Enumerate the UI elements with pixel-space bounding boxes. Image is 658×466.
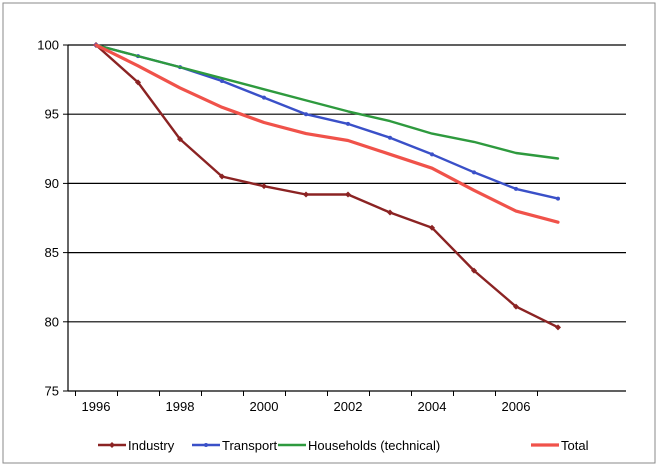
- legend-label: Transport: [222, 438, 278, 453]
- y-tick-label: 80: [45, 314, 59, 329]
- series-line-industry: [94, 43, 560, 329]
- legend-label: Households (technical): [308, 438, 440, 453]
- x-tick-label: 1996: [82, 399, 111, 414]
- legend-label: Total: [561, 438, 589, 453]
- legend-label: Industry: [128, 438, 175, 453]
- y-tick-label: 95: [45, 107, 59, 122]
- axes: 75 80 85 90 95 100 1996 1998 2000 2002 2004 2006: [37, 38, 626, 414]
- y-tick-label: 100: [37, 38, 59, 53]
- data-point-transport: [388, 135, 392, 140]
- data-point-transport: [556, 196, 560, 201]
- x-tick-label: 1998: [166, 399, 195, 414]
- data-point-transport: [220, 78, 224, 83]
- data-point-transport: [430, 152, 434, 157]
- x-tick-label: 2000: [250, 399, 279, 414]
- x-tick-label: 2004: [418, 399, 447, 414]
- y-tick-label: 85: [45, 245, 59, 260]
- data-point-transport: [472, 170, 476, 175]
- legend-marker-0: [109, 442, 115, 448]
- data-point-industry: [429, 224, 435, 231]
- data-point-transport: [514, 186, 518, 191]
- y-tick-label: 90: [45, 176, 59, 191]
- series-line-total: [94, 43, 560, 224]
- x-tick-label: 2002: [334, 399, 363, 414]
- data-point-industry: [471, 267, 477, 274]
- series-lines: [93, 42, 561, 331]
- data-point-transport: [304, 112, 308, 117]
- data-point-industry: [387, 209, 393, 216]
- data-point-industry: [177, 136, 183, 143]
- data-point-industry: [135, 79, 141, 86]
- x-tick-label: 2006: [502, 399, 531, 414]
- legend-marker-1: [204, 443, 208, 447]
- data-point-industry: [303, 191, 309, 198]
- legend: Industry Transport Households (technical) T…: [98, 438, 589, 453]
- series-line-households-technical: [94, 43, 560, 160]
- data-point-industry: [555, 324, 561, 331]
- data-point-industry: [345, 191, 351, 198]
- data-point-industry: [261, 183, 267, 190]
- data-point-industry: [219, 173, 225, 180]
- data-point-transport: [262, 95, 266, 100]
- data-point-transport: [346, 121, 350, 126]
- y-tick-label: 75: [45, 384, 59, 399]
- data-point-industry: [513, 303, 519, 310]
